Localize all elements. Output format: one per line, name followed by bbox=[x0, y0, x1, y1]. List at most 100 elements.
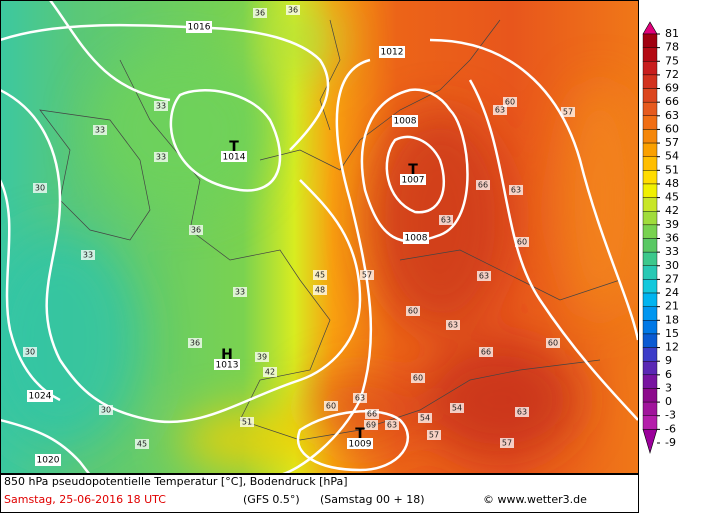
contour-label: 66 bbox=[367, 410, 377, 419]
isobar-label-box bbox=[186, 21, 212, 33]
contour-label: 57 bbox=[502, 439, 512, 448]
contour-label-box bbox=[385, 420, 399, 430]
colorbar-cap bbox=[642, 429, 658, 455]
colorbar-label: 66 bbox=[665, 95, 679, 108]
contour-label-box bbox=[515, 237, 529, 247]
isobar-label-box bbox=[35, 454, 61, 466]
colorbar-band bbox=[642, 265, 658, 280]
colorbar-label: 69 bbox=[665, 82, 679, 95]
isobar-label-box bbox=[27, 390, 53, 402]
contour-label-box bbox=[500, 438, 514, 448]
contour-label: 63 bbox=[387, 421, 397, 430]
contour-label: 60 bbox=[326, 402, 336, 411]
contour-label-box bbox=[33, 183, 47, 193]
contour-label-box bbox=[23, 347, 37, 357]
contour-label-box bbox=[477, 271, 491, 281]
isobar-label-box bbox=[403, 232, 429, 244]
contour-label: 33 bbox=[156, 102, 166, 111]
colorbar-band bbox=[642, 374, 658, 389]
contour-label-box bbox=[233, 287, 247, 297]
contour-label-box bbox=[503, 97, 517, 107]
colorbar-label: 33 bbox=[665, 245, 679, 258]
isobar-label: 1024 bbox=[29, 392, 52, 402]
contour-label-box bbox=[418, 413, 432, 423]
colorbar-label: -3 bbox=[665, 409, 676, 422]
contour-label: 45 bbox=[315, 271, 325, 280]
colorbar-band bbox=[642, 238, 658, 253]
contour-label-box bbox=[427, 430, 441, 440]
map-field bbox=[0, 0, 638, 475]
contour-label-box bbox=[364, 420, 378, 430]
colorbar-band bbox=[642, 388, 658, 403]
colorbar-label: 24 bbox=[665, 286, 679, 299]
colorbar-band bbox=[642, 156, 658, 171]
isobars bbox=[0, 0, 638, 475]
colorbar-label: 75 bbox=[665, 54, 679, 67]
contour-label-box bbox=[263, 367, 277, 377]
colorbar-band bbox=[642, 142, 658, 157]
contour-label-box bbox=[253, 8, 267, 18]
colorbar-band bbox=[642, 415, 658, 430]
contour-label-box bbox=[450, 403, 464, 413]
colorbar-band bbox=[642, 47, 658, 62]
colorbar-label: 45 bbox=[665, 191, 679, 204]
contour-label: 63 bbox=[448, 321, 458, 330]
colorbar-band bbox=[642, 88, 658, 103]
contour-label: 57 bbox=[362, 271, 372, 280]
colorbar-band bbox=[642, 401, 658, 416]
contour-label: 60 bbox=[408, 307, 418, 316]
contour-label: 30 bbox=[35, 184, 45, 193]
contour-label-box bbox=[255, 352, 269, 362]
isobar-label-box bbox=[379, 46, 405, 58]
contour-label: 60 bbox=[505, 98, 515, 107]
colorbar-label: 3 bbox=[665, 381, 672, 394]
contour-label: 60 bbox=[548, 339, 558, 348]
pressure-symbol: T bbox=[408, 162, 418, 178]
contour-label: 30 bbox=[101, 406, 111, 415]
colorbar-label: -6 bbox=[665, 422, 676, 435]
footer-frame bbox=[0, 474, 639, 513]
contour-label: 69 bbox=[366, 421, 376, 430]
contour-label: 51 bbox=[242, 418, 252, 427]
contour-label-box bbox=[154, 152, 168, 162]
colorbar-band bbox=[642, 101, 658, 116]
pressure-value-box bbox=[221, 151, 247, 162]
contour-label-box bbox=[189, 225, 203, 235]
contour-label: 60 bbox=[517, 238, 527, 247]
contour-label: 33 bbox=[95, 126, 105, 135]
colorbar-band bbox=[642, 197, 658, 212]
contour-label: 63 bbox=[441, 216, 451, 225]
colorbar-label: 9 bbox=[665, 354, 672, 367]
contour-label-box bbox=[313, 270, 327, 280]
contour-label-box bbox=[135, 439, 149, 449]
colorbar-label: 81 bbox=[665, 27, 679, 40]
contour-label: 33 bbox=[83, 251, 93, 260]
contour-label-box bbox=[365, 409, 379, 419]
contour-label-box bbox=[324, 401, 338, 411]
labels: 36 36333333303036333330363942455157606366… bbox=[23, 5, 575, 466]
colorbar-label: 12 bbox=[665, 341, 679, 354]
colorbar-label: 42 bbox=[665, 204, 679, 217]
contour-label-box bbox=[411, 373, 425, 383]
contour-label: 57 bbox=[563, 108, 573, 117]
contour-label: 36 bbox=[255, 9, 265, 18]
pressure-symbol: T bbox=[355, 426, 365, 442]
colorbar-label: 36 bbox=[665, 232, 679, 245]
colorbar: 8178757269666360575451484542393633302724… bbox=[642, 21, 679, 455]
footer-run: (Samstag 00 + 18) bbox=[320, 493, 425, 506]
contour-label: 57 bbox=[429, 431, 439, 440]
colorbar-label: 63 bbox=[665, 109, 679, 122]
isobar-label: 1008 bbox=[405, 234, 428, 244]
contour-label-box bbox=[493, 105, 507, 115]
pressure-value: 1009 bbox=[349, 440, 372, 450]
colorbar-label: 39 bbox=[665, 218, 679, 231]
colorbar-band bbox=[642, 211, 658, 226]
colorbar-band bbox=[642, 347, 658, 362]
isobar-label: 1016 bbox=[188, 23, 211, 33]
contour-label-box bbox=[154, 101, 168, 111]
contour-label: 54 bbox=[452, 404, 462, 413]
contour-label: 36 bbox=[288, 6, 298, 15]
contour-label-box bbox=[479, 347, 493, 357]
colorbar-label: 6 bbox=[665, 368, 672, 381]
